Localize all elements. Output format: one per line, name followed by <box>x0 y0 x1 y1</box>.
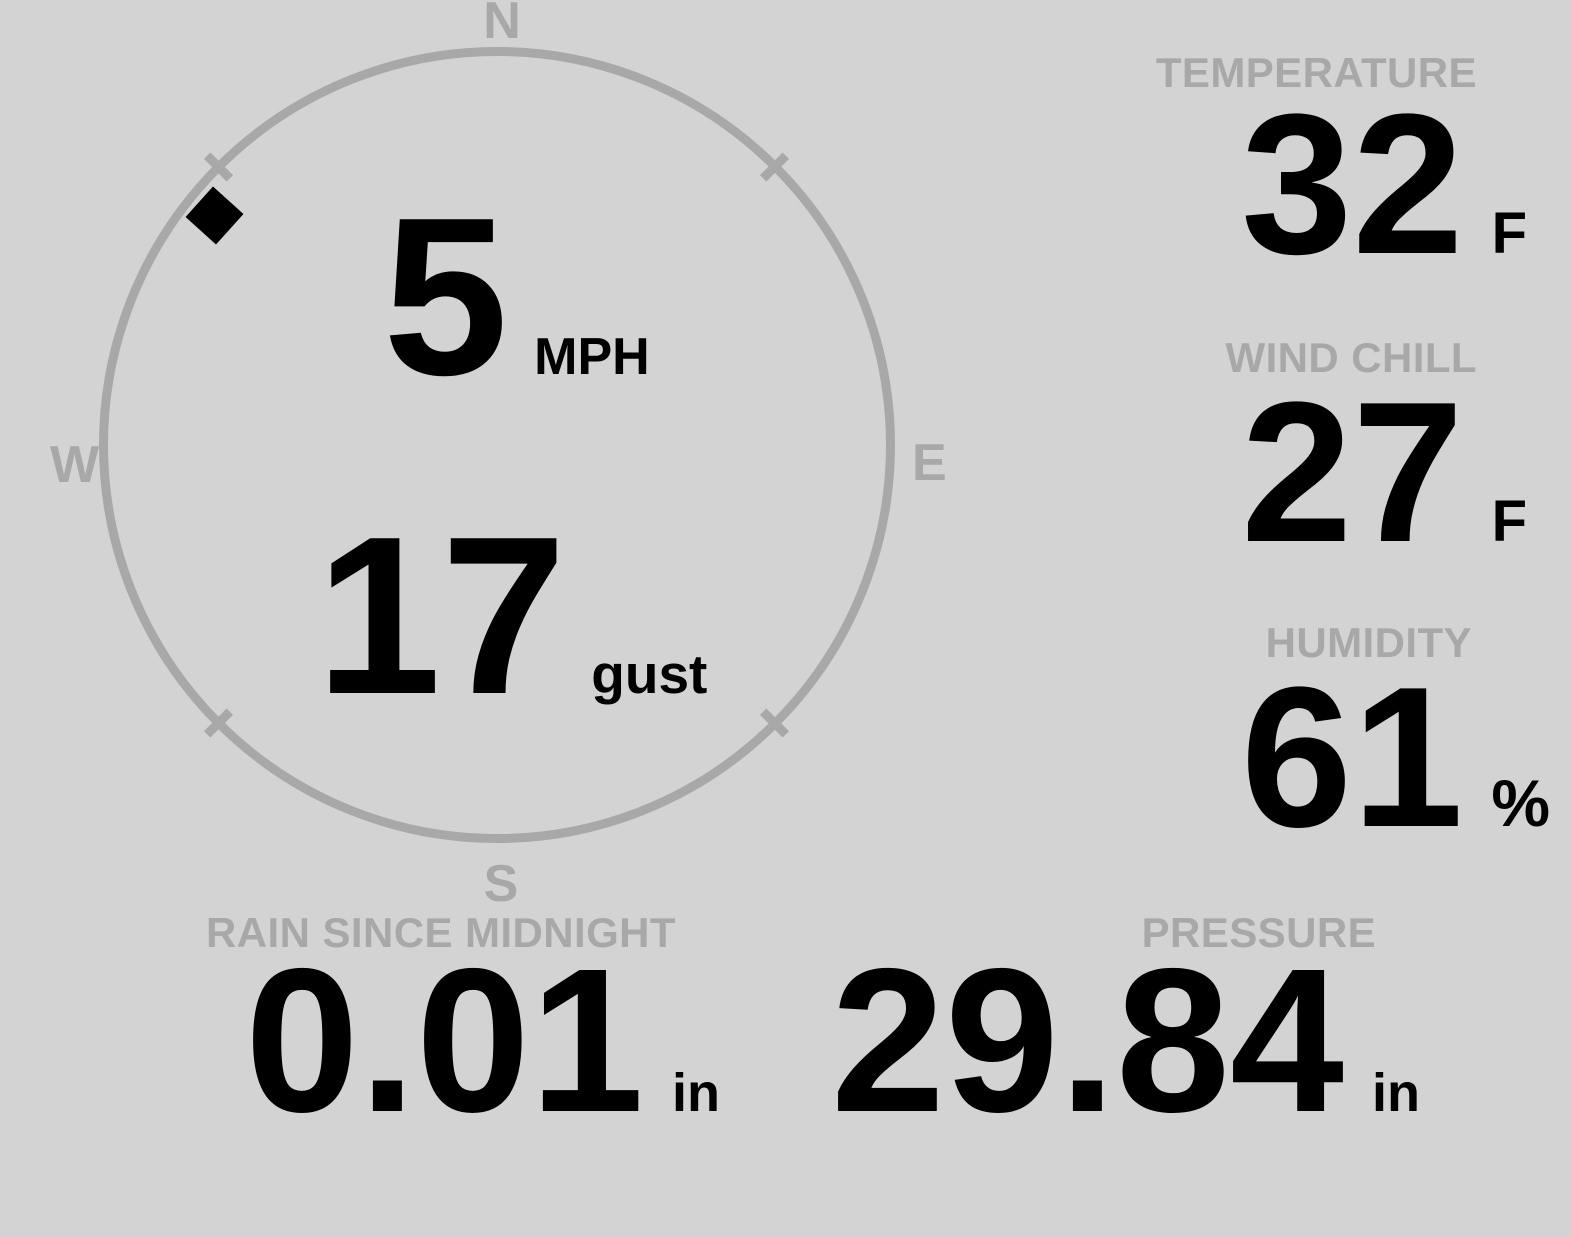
temperature-unit: F <box>1491 201 1527 266</box>
wind-speed-unit: MPH <box>534 328 650 386</box>
rain-label: RAIN SINCE MIDNIGHT <box>206 909 676 956</box>
pressure-unit: in <box>1372 1063 1420 1123</box>
wind-chill-unit: F <box>1491 489 1527 554</box>
wind-chill-value-row: 27 F <box>1226 373 1527 573</box>
humidity-unit: % <box>1491 766 1550 840</box>
pressure-label: PRESSURE <box>1141 909 1376 956</box>
compass-circle <box>99 47 895 843</box>
wind-chill-value: 27 <box>1241 361 1464 584</box>
rain-value-row: 0.01 in <box>206 938 720 1143</box>
compass-label-north: N <box>483 0 521 50</box>
compass-label-west: W <box>50 436 100 494</box>
compass-label-east: E <box>912 434 947 492</box>
rain-readout: RAIN SINCE MIDNIGHT 0.01 in <box>206 909 720 1144</box>
humidity-readout: HUMIDITY 61 % <box>1241 622 1550 858</box>
humidity-value: 61 <box>1240 646 1464 869</box>
wind-gust-value: 17 <box>316 489 567 741</box>
wind-gust-unit: gust <box>591 643 708 705</box>
pressure-value: 29.84 <box>830 926 1344 1155</box>
pressure-readout: PRESSURE 29.84 in <box>831 909 1420 1144</box>
wind-gust-readout: 17 gust <box>316 503 707 728</box>
rain-value: 0.01 <box>245 926 644 1155</box>
temperature-value: 32 <box>1241 73 1464 296</box>
humidity-label: HUMIDITY <box>1265 619 1472 666</box>
wind-speed-value: 5 <box>383 170 509 422</box>
humidity-value-row: 61 % <box>1241 658 1550 858</box>
wind-chill-readout: WIND CHILL 27 F <box>1226 337 1527 573</box>
temperature-value-row: 32 F <box>1156 85 1527 285</box>
pressure-value-row: 29.84 in <box>831 938 1420 1143</box>
compass-label-south: S <box>483 855 519 913</box>
temperature-readout: TEMPERATURE 32 F <box>1156 52 1527 285</box>
wind-speed-readout: 5 MPH <box>383 184 650 409</box>
temperature-label: TEMPERATURE <box>1155 49 1477 96</box>
wind-chill-label: WIND CHILL <box>1225 334 1477 381</box>
rain-unit: in <box>672 1063 720 1123</box>
